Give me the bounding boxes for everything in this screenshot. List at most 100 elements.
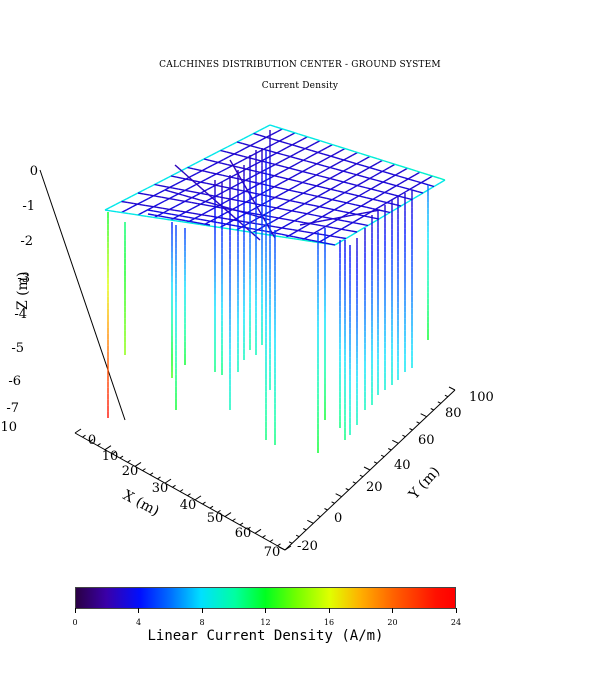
inner-beam [203,223,211,226]
roof-grid-line [271,131,278,136]
roof-grid-line [340,158,347,162]
roof-grid-line [297,220,304,224]
roof-grid-line [274,226,282,229]
roof-grid-line [268,208,275,213]
roof-grid-line [192,212,199,215]
roof-grid-line [363,165,371,169]
roof-grid-line [342,167,349,172]
y-tick-label: 40 [394,458,411,473]
inner-beam [193,197,201,201]
roof-grid-line [305,148,312,152]
colorbar-tick-label: 4 [135,618,142,627]
inner-beam [287,234,294,238]
x-tick-label: 30 [152,481,169,496]
roof-grid-line [326,197,333,201]
roof-grid-line [186,211,193,214]
inner-beam [147,209,154,212]
inner-beam [323,241,330,245]
roof-grid-line [315,223,322,227]
roof-grid-line [299,146,307,150]
roof-grid-line [377,189,384,193]
roof-grid-line [182,177,189,181]
y-minor-tick [437,401,442,404]
roof-grid-line [260,193,267,197]
roof-grid-line [364,176,371,180]
roof-grid-line [155,195,162,198]
roof-grid-line [295,169,302,172]
inner-beam [159,211,166,214]
inner-beam [256,206,261,213]
roof-grid-line [248,132,255,137]
inner-beam [178,218,186,222]
x-minor-tick [82,434,86,438]
inner-beam [174,164,180,170]
colorbar-tick-mark [455,608,457,613]
roof-grid-line [260,147,267,151]
roof-grid-line [237,138,244,143]
roof-grid-line [305,155,312,160]
roof-grid-line [236,141,243,145]
roof-grid-line [278,164,285,168]
roof-grid-line [353,183,360,187]
roof-grid-line [409,174,416,179]
roof-grid-line [294,194,301,199]
colorbar-tick-mark [328,608,330,613]
roof-grid-line [238,169,245,174]
roof-grid-line [350,221,357,224]
roof-grid-line [262,178,269,183]
roof-grid-line [115,201,122,206]
roof-grid-line [295,216,302,221]
roof-grid-line [304,177,311,182]
roof-grid-line [321,224,328,228]
roof-grid-line [319,191,326,196]
inner-beam [244,185,249,192]
inner-beam [293,236,300,239]
roof-grid-line [294,161,301,166]
roof-grid-line [181,220,188,224]
roof-grid-line [253,129,260,134]
x-minor-tick [284,545,292,551]
roof-grid-line [342,212,349,218]
roof-grid-line [272,163,279,167]
roof-grid-line [292,131,299,135]
roof-grid-line [433,175,440,179]
colorbar-tick-label: 16 [323,618,335,627]
roof-grid-line [255,170,263,174]
roof-grid-line [319,185,326,189]
roof-grid-line [178,188,185,191]
roof-grid-line [347,187,354,192]
roof-grid-line [233,177,240,180]
roof-grid-line [284,166,291,169]
roof-grid-line [308,164,314,170]
roof-grid-line [278,207,286,211]
inner-beam [165,212,172,215]
roof-grid-line [321,201,328,207]
inner-beam [166,216,173,220]
roof-grid-line [399,165,406,169]
roof-grid-line [334,156,342,160]
roof-grid-line [227,175,234,179]
roof-grid-line [309,174,316,180]
inner-beam [187,176,194,182]
roof-grid-line [203,158,210,162]
roof-grid-line [346,160,353,164]
x-minor-tick [202,501,206,505]
x-tick-label: 20 [122,464,139,479]
inner-beam [205,219,213,223]
roof-grid-line [346,154,353,159]
roof-grid-line [348,164,355,169]
colorbar-tick-mark [265,608,266,613]
roof-grid-line [277,159,284,164]
roof-grid-line [410,178,417,183]
roof-grid-line [239,147,246,152]
y-minor-tick [295,534,300,538]
roof-grid-line [349,202,356,206]
x-minor-tick [187,493,191,497]
roof-grid-line [191,201,198,205]
inner-beam [172,217,180,221]
roof-grid-line [110,203,116,208]
roof-grid-line [180,210,187,213]
roof-grid-line [331,143,338,147]
roof-grid-line [348,149,355,153]
z-tick-label: -7 [6,401,19,416]
